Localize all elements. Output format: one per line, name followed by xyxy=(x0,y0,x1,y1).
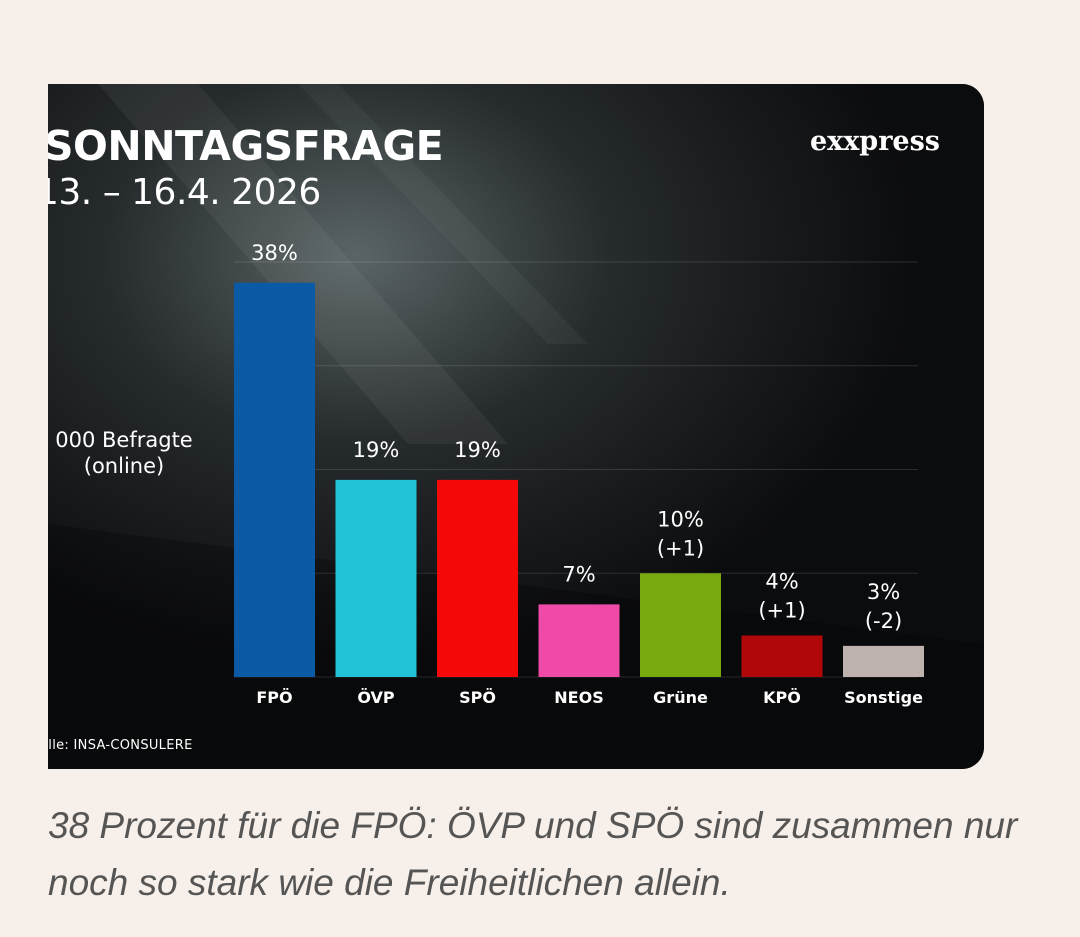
image-caption: 38 Prozent für die FPÖ: ÖVP und SPÖ sind… xyxy=(48,805,1018,903)
chart-card: SONNTAGSFRAGE 13. – 16.4. 2026 exxpress … xyxy=(48,84,984,769)
category-label-5: KPÖ xyxy=(763,688,801,707)
sample-size-note: 000 Befragte (online) xyxy=(55,428,193,478)
bar-1 xyxy=(335,479,417,677)
value-label-1: 19% xyxy=(353,438,400,462)
bar-chart: 38% FPÖ 19% ÖVP 19% SPÖ 7% NEOS 10% (+1) Grüne 4% (+… xyxy=(234,241,924,707)
category-label-2: SPÖ xyxy=(459,688,496,707)
bar-0 xyxy=(234,282,315,677)
bar-6 xyxy=(843,645,924,677)
survey-dates: 13. – 16.4. 2026 xyxy=(48,172,321,213)
value-label-2: 19% xyxy=(454,438,501,462)
bar-3 xyxy=(538,604,620,677)
bar-2 xyxy=(437,479,518,677)
exxpress-logo: exxpress xyxy=(809,126,940,157)
bars: 38% FPÖ 19% ÖVP 19% SPÖ 7% NEOS 10% (+1) Grüne 4% (+… xyxy=(234,241,924,707)
change-label-6: (-2) xyxy=(865,609,902,633)
category-label-4: Grüne xyxy=(653,688,708,707)
bar-4 xyxy=(640,573,721,677)
value-label-3: 7% xyxy=(562,562,595,586)
chart-title: SONNTAGSFRAGE xyxy=(48,122,444,170)
change-label-5: (+1) xyxy=(758,599,805,623)
category-label-6: Sonstige xyxy=(844,688,923,707)
value-label-0: 38% xyxy=(251,241,298,265)
value-label-5: 4% xyxy=(765,570,798,594)
value-label-4: 10% xyxy=(657,507,704,531)
value-label-6: 3% xyxy=(867,580,900,604)
category-label-3: NEOS xyxy=(554,688,603,707)
change-label-4: (+1) xyxy=(657,536,704,560)
category-label-0: FPÖ xyxy=(256,688,292,707)
category-label-1: ÖVP xyxy=(357,688,395,707)
bar-5 xyxy=(741,635,823,677)
source-note: elle: INSA-CONSULERE xyxy=(48,738,193,753)
